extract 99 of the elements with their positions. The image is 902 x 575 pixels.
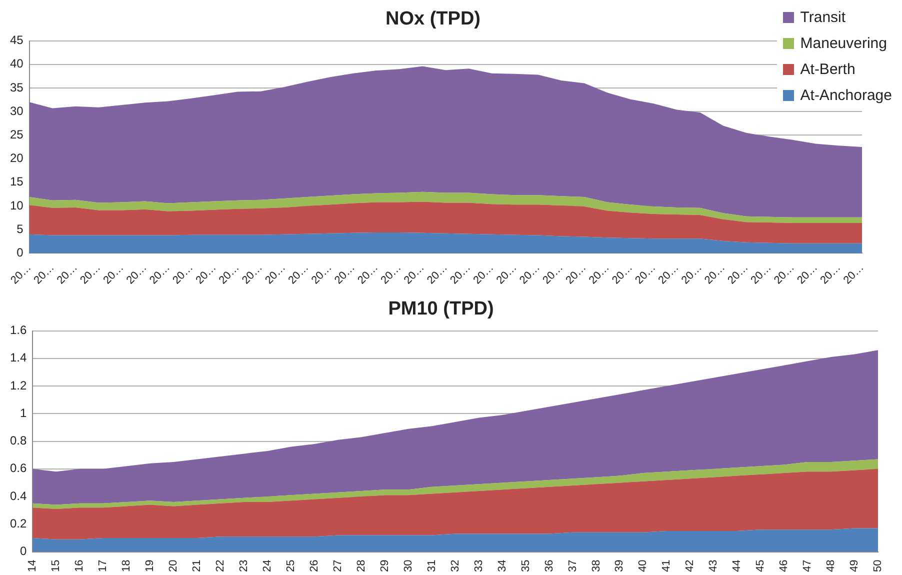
x-tick-label: 39 xyxy=(614,560,626,572)
y-tick-label: 45 xyxy=(10,33,24,48)
x-tick-label: 20… xyxy=(564,262,589,287)
x-tick-label: 20… xyxy=(448,262,474,287)
x-tick-label: 20… xyxy=(471,262,496,287)
x-tick-label: 20… xyxy=(402,262,427,287)
x-tick-label: 32 xyxy=(449,560,462,572)
y-tick-label: 0.4 xyxy=(10,488,27,503)
x-tick-label: 22 xyxy=(214,560,227,572)
x-tick-label: 30 xyxy=(402,560,414,572)
x-tick-label: 20… xyxy=(32,262,57,287)
x-tick-label: 20… xyxy=(748,262,774,287)
chart-title: PM10 (TPD) xyxy=(388,298,494,320)
x-tick-label: 20… xyxy=(818,262,844,287)
x-tick-label: 37 xyxy=(566,560,579,572)
x-tick-label: 20… xyxy=(795,262,820,287)
legend-label: At-Berth xyxy=(800,60,856,78)
x-tick-label: 48 xyxy=(825,560,838,572)
x-tick-label: 20… xyxy=(586,262,612,287)
x-tick-label: 44 xyxy=(731,560,744,572)
legend-label: Transit xyxy=(800,8,846,26)
x-tick-label: 46 xyxy=(778,560,790,572)
x-tick-label: 20… xyxy=(263,262,288,287)
x-tick-label: 20… xyxy=(494,262,520,287)
x-tick-label: 49 xyxy=(848,560,861,572)
x-tick-label: 35 xyxy=(520,560,532,572)
x-tick-label: 20… xyxy=(309,262,334,287)
y-tick-label: 0 xyxy=(20,544,27,558)
x-tick-label: 20… xyxy=(610,262,635,287)
x-tick-label: 17 xyxy=(97,560,110,572)
x-tick-label: 20… xyxy=(78,262,103,287)
x-tick-label: 20… xyxy=(378,262,404,287)
x-tick-label: 20… xyxy=(8,262,34,287)
x-tick-label: 25 xyxy=(285,560,298,572)
x-tick-label: 42 xyxy=(684,560,696,572)
x-tick-label: 26 xyxy=(308,560,320,572)
x-tick-label: 18 xyxy=(120,560,133,572)
x-tick-label: 40 xyxy=(637,560,650,572)
x-tick-label: 23 xyxy=(238,560,250,572)
x-tick-label: 36 xyxy=(543,560,556,572)
x-tick-label: 28 xyxy=(355,560,368,572)
y-tick-label: 40 xyxy=(10,56,24,71)
x-tick-label: 20… xyxy=(656,262,682,287)
y-tick-label: 35 xyxy=(10,80,24,94)
y-tick-label: 0.2 xyxy=(10,516,27,530)
x-tick-label: 20… xyxy=(726,262,751,287)
x-tick-label: 20… xyxy=(332,262,358,287)
x-tick-label: 20… xyxy=(633,262,658,287)
x-tick-label: 21 xyxy=(191,560,204,572)
x-tick-label: 27 xyxy=(332,560,344,572)
x-tick-label: 50 xyxy=(872,560,884,572)
y-tick-label: 1.6 xyxy=(10,323,27,338)
y-tick-label: 5 xyxy=(16,222,24,236)
y-tick-label: 30 xyxy=(10,104,24,118)
x-tick-label: 20… xyxy=(702,262,728,287)
y-tick-label: 0.6 xyxy=(10,461,27,476)
x-tick-label: 20… xyxy=(841,262,866,287)
legend-label: Maneuvering xyxy=(800,34,887,52)
y-tick-label: 20 xyxy=(10,151,24,166)
y-tick-label: 10 xyxy=(10,198,24,212)
x-tick-label: 34 xyxy=(496,560,508,572)
x-tick-label: 33 xyxy=(472,560,485,572)
y-tick-label: 1.2 xyxy=(10,378,27,392)
x-tick-label: 20… xyxy=(240,262,265,287)
x-tick-label: 20… xyxy=(772,262,797,287)
x-tick-label: 31 xyxy=(426,560,438,572)
y-tick-label: 0 xyxy=(16,246,24,260)
x-tick-label: 15 xyxy=(50,560,62,572)
y-tick-label: 15 xyxy=(10,174,24,189)
x-tick-label: 14 xyxy=(26,560,39,572)
y-tick-label: 0.8 xyxy=(10,434,27,448)
x-tick-label: 20… xyxy=(286,262,312,287)
x-tick-label: 45 xyxy=(754,560,767,572)
x-tick-label: 24 xyxy=(262,560,274,572)
x-tick-label: 43 xyxy=(708,560,720,572)
x-tick-label: 20… xyxy=(216,262,242,287)
x-tick-label: 41 xyxy=(660,560,673,572)
chart-title: NOx (TPD) xyxy=(386,8,480,30)
x-tick-label: 20… xyxy=(356,262,381,287)
x-tick-label: 16 xyxy=(74,560,86,572)
x-tick-label: 20 xyxy=(168,560,180,572)
x-tick-label: 38 xyxy=(590,560,602,572)
x-tick-label: 20… xyxy=(124,262,150,287)
x-tick-label: 20… xyxy=(540,262,566,287)
x-tick-label: 20… xyxy=(147,262,172,287)
y-tick-label: 1.4 xyxy=(10,350,27,365)
x-tick-label: 20… xyxy=(194,262,219,287)
x-tick-label: 20… xyxy=(518,262,542,287)
legend-label: At-Anchorage xyxy=(800,86,892,104)
y-tick-label: 1 xyxy=(20,406,27,420)
x-tick-label: 19 xyxy=(144,560,156,572)
x-tick-label: 20… xyxy=(170,262,196,287)
x-tick-label: 47 xyxy=(802,560,814,572)
x-tick-label: 29 xyxy=(378,560,391,572)
x-tick-label: 20… xyxy=(425,262,450,287)
x-tick-label: 20… xyxy=(54,262,80,287)
x-tick-label: 20… xyxy=(679,262,704,287)
y-tick-label: 25 xyxy=(10,128,24,142)
x-tick-label: 20… xyxy=(101,262,126,287)
